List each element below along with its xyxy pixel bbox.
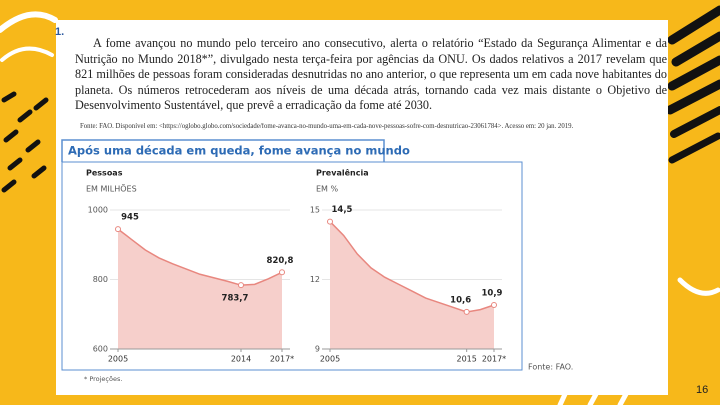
value-label: 783,7: [222, 294, 249, 304]
value-label: 945: [121, 213, 139, 223]
figure-source: Fonte: FAO.: [528, 363, 573, 372]
value-label: 14,5: [332, 205, 353, 215]
point: [115, 226, 121, 233]
value-label: 820,8: [267, 256, 294, 266]
title-tab: [61, 139, 385, 162]
figure-frame: [61, 161, 523, 371]
x-tick-label: 2017*: [270, 355, 294, 364]
chart-title: Prevalência: [316, 168, 369, 178]
y-tick-label: 1000: [88, 206, 108, 215]
question-number: 1.: [55, 26, 65, 38]
x-tick-label: 2014: [231, 355, 251, 364]
y-tick-label: 12: [310, 275, 320, 284]
source: Fonte: FAO. Disponível em: <https://oglo…: [80, 123, 574, 130]
x-tick-label: 2005: [320, 355, 340, 364]
value-label: 10,6: [450, 295, 471, 305]
area: [118, 229, 282, 349]
page-number: 16: [696, 384, 709, 396]
point: [463, 308, 470, 315]
y-axis-label: EM MILHÕES: [86, 183, 137, 194]
point: [238, 282, 244, 289]
value-label: 10,9: [482, 288, 503, 298]
x-tick-label: 2015: [456, 355, 476, 364]
y-axis-label: EM %: [316, 185, 339, 194]
y-tick-label: 15: [310, 206, 320, 215]
x-tick-label: 2005: [108, 355, 128, 364]
y-tick-label: 800: [93, 275, 108, 284]
y-tick-label: 9: [315, 345, 320, 354]
chart-title: Pessoas: [86, 169, 123, 178]
figure-title: Após uma década em queda, fome avança no…: [68, 144, 410, 158]
area: [330, 221, 494, 349]
point: [491, 301, 497, 308]
point: [279, 269, 285, 276]
y-tick-label: 600: [93, 345, 108, 354]
x-tick-label: 2017*: [482, 355, 506, 364]
footnote: * Projeções.: [84, 375, 122, 383]
paragraph: A fome avançou no mundo pelo terceiro an…: [75, 36, 667, 113]
point: [327, 218, 333, 225]
line: [117, 228, 283, 286]
